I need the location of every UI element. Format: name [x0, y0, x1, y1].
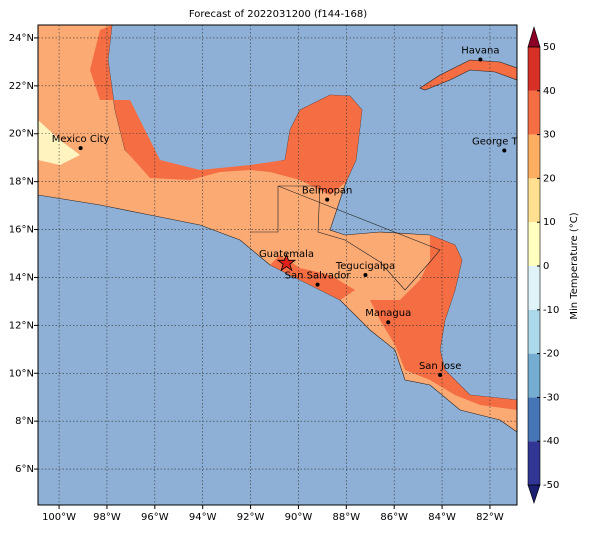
border: [250, 186, 279, 233]
colorbar-tick-label: 0: [543, 261, 549, 272]
y-tick-label: 10°N: [9, 368, 34, 379]
city-label: Guatemala: [259, 249, 314, 260]
city-label: George Town: [472, 137, 537, 148]
colorbar-label: Min Temperature (°C): [569, 212, 580, 319]
colorbar-tick-label: -50: [543, 480, 559, 491]
x-tick-label: 90°W: [285, 512, 313, 523]
colorbar-tick-label: 10: [543, 217, 556, 228]
axes: 100°W 98°W 96°W 94°W 92°W 90°W 88°W 86°W 84°W 82°…: [9, 33, 504, 523]
city-dot: [325, 197, 330, 202]
y-tick-label: 16°N: [9, 225, 34, 236]
x-tick-label: 96°W: [141, 512, 169, 523]
border: [277, 185, 441, 291]
city-dot: [78, 146, 83, 151]
y-tick-label: 22°N: [9, 81, 34, 92]
city-dot: [386, 320, 391, 325]
land-warm: [90, 25, 362, 195]
colorbar-band: [528, 222, 540, 266]
city-dot: [478, 57, 483, 62]
city-dot: [502, 148, 507, 153]
title: Forecast of 2022031200 (f144-168): [189, 9, 367, 20]
y-tick-label: 24°N: [9, 33, 34, 44]
x-tick-label: 94°W: [189, 512, 217, 523]
y-tick-label: 6°N: [15, 464, 34, 475]
colorbar-band: [528, 397, 540, 442]
city-dot: [315, 282, 320, 287]
colorbar-tick-label: -10: [543, 305, 559, 316]
colorbar-band: [528, 47, 540, 91]
city-label: Tegucigalpa: [335, 261, 395, 272]
land-cool: [38, 120, 80, 165]
land-warm: [370, 235, 517, 410]
city-dot: [363, 273, 368, 278]
city-label: Havana: [461, 45, 499, 56]
y-tick-label: 12°N: [9, 320, 34, 331]
city-dot: [438, 372, 443, 377]
colorbar-tick-label: 20: [543, 173, 556, 184]
colorbar-under: [527, 484, 541, 504]
x-tick-label: 82°W: [476, 512, 504, 523]
x-tick-label: 84°W: [428, 512, 456, 523]
colorbar-tick-label: 40: [543, 86, 556, 97]
x-tick-label: 98°W: [93, 512, 121, 523]
colorbar: -50 -40 -30 -20 -10 0 10 20 30 40 50 Min Temperatur…: [527, 25, 580, 504]
map-area: Havana Mexico City George Town Belmopan Guat…: [38, 25, 537, 505]
city-star: [276, 252, 297, 272]
map-frame: [37, 24, 518, 506]
x-tick-label: 92°W: [237, 512, 265, 523]
cities: Havana Mexico City George Town Belmopan Guat…: [52, 45, 537, 377]
x-tick-label: 86°W: [380, 512, 408, 523]
colorbar-band: [528, 178, 540, 223]
y-tick-label: 20°N: [9, 129, 34, 140]
colorbar-band: [528, 353, 540, 398]
colorbar-band: [528, 441, 540, 485]
colorbar-tick-label: -20: [543, 349, 559, 360]
colorbar-tick-label: -30: [543, 392, 559, 403]
colorbar-band: [528, 134, 540, 179]
city-label: San Jose: [419, 361, 461, 372]
y-tick-label: 18°N: [9, 177, 34, 188]
colorbar-tick-label: 30: [543, 130, 556, 141]
city-label: Belmopan: [302, 186, 352, 197]
y-tick-label: 8°N: [15, 416, 34, 427]
colorbar-band: [528, 266, 540, 310]
x-tick-label: 88°W: [333, 512, 361, 523]
colorbar-band: [528, 309, 540, 354]
x-tick-label: 100°W: [42, 512, 76, 523]
y-tick-label: 14°N: [9, 272, 34, 283]
island: [419, 59, 517, 91]
colorbar-band: [528, 90, 540, 135]
colorbar-tick-label: 50: [543, 42, 556, 53]
city-label: Mexico City: [52, 134, 110, 145]
city-label: San Salvador: [285, 271, 352, 282]
city-label: Managua: [365, 308, 411, 319]
grid: [38, 25, 517, 505]
colorbar-tick-label: -40: [543, 436, 559, 447]
colorbar-over: [527, 25, 541, 48]
